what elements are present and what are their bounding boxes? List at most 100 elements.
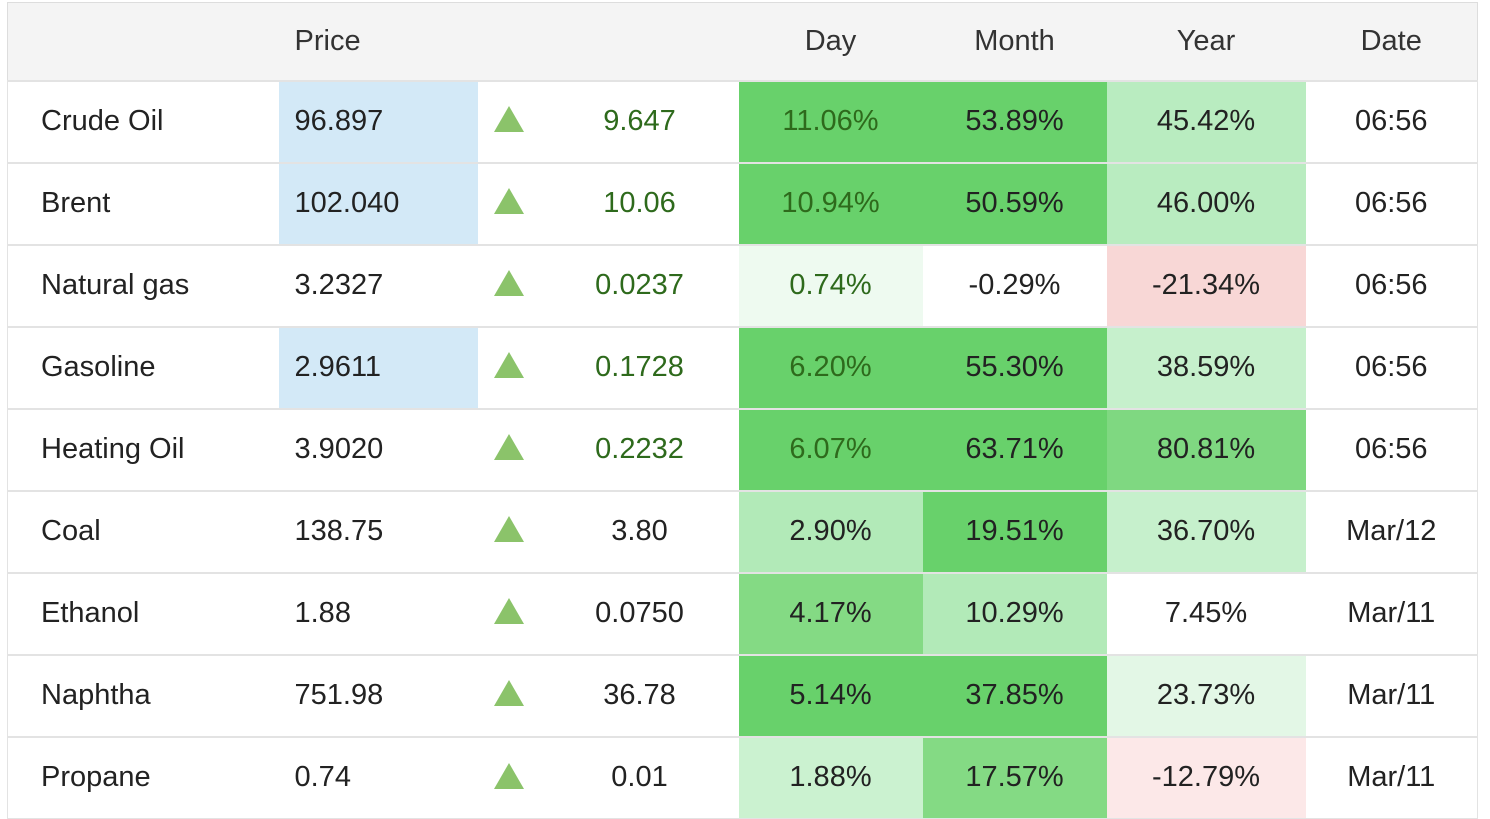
change-direction-cell xyxy=(477,407,541,491)
price-cell: 1.88 xyxy=(278,571,478,655)
price-cell: 3.9020 xyxy=(278,407,478,491)
change-cell: 10.06 xyxy=(540,161,739,245)
month-percent-cell: 37.85% xyxy=(922,653,1107,737)
price-cell: 0.74 xyxy=(278,735,478,819)
day-percent-cell: 5.14% xyxy=(738,653,923,737)
table-row[interactable]: Naphtha 751.98 36.78 5.14% 37.85% 23.73% Mar/1… xyxy=(7,653,1478,737)
table-row[interactable]: Heating Oil 3.9020 0.2232 6.07% 63.71% 80.81%… xyxy=(7,407,1478,491)
change-direction-cell xyxy=(477,489,541,573)
change-cell: 0.2232 xyxy=(540,407,739,491)
arrow-up-icon xyxy=(493,352,524,379)
arrow-up-icon xyxy=(493,434,524,461)
change-direction-cell xyxy=(477,653,541,737)
header-name[interactable] xyxy=(7,2,279,81)
commodity-name-link[interactable]: Coal xyxy=(7,489,279,573)
price-cell: 2.9611 xyxy=(278,325,478,409)
year-percent-cell: 46.00% xyxy=(1106,161,1306,245)
year-percent-cell: 36.70% xyxy=(1106,489,1306,573)
change-direction-cell xyxy=(477,243,541,327)
year-percent-cell: 38.59% xyxy=(1106,325,1306,409)
year-percent-cell: 23.73% xyxy=(1106,653,1306,737)
commodities-table: Price Day Month Year Date Crude Oil 96.89… xyxy=(7,2,1478,819)
table-row[interactable]: Crude Oil 96.897 9.647 11.06% 53.89% 45.42% 06… xyxy=(7,79,1478,163)
arrow-up-icon xyxy=(493,762,524,789)
price-cell: 751.98 xyxy=(278,653,478,737)
arrow-up-icon xyxy=(493,598,524,625)
date-cell: 06:56 xyxy=(1305,243,1478,327)
change-cell: 0.0237 xyxy=(540,243,739,327)
day-percent-cell: 2.90% xyxy=(738,489,923,573)
header-change[interactable] xyxy=(540,2,739,81)
change-direction-cell xyxy=(477,79,541,163)
arrow-up-icon xyxy=(493,106,524,133)
month-percent-cell: 17.57% xyxy=(922,735,1107,819)
change-direction-cell xyxy=(477,161,541,245)
date-cell: 06:56 xyxy=(1305,79,1478,163)
table-header: Price Day Month Year Date xyxy=(7,2,1478,81)
table-body: Crude Oil 96.897 9.647 11.06% 53.89% 45.42% 06… xyxy=(7,79,1478,819)
commodity-name-link[interactable]: Heating Oil xyxy=(7,407,279,491)
price-cell: 138.75 xyxy=(278,489,478,573)
price-cell: 96.897 xyxy=(278,79,478,163)
header-price[interactable]: Price xyxy=(278,2,478,81)
date-cell: Mar/11 xyxy=(1305,735,1478,819)
commodity-name-link[interactable]: Natural gas xyxy=(7,243,279,327)
year-percent-cell: -21.34% xyxy=(1106,243,1306,327)
year-percent-cell: 80.81% xyxy=(1106,407,1306,491)
day-percent-cell: 4.17% xyxy=(738,571,923,655)
day-percent-cell: 0.74% xyxy=(738,243,923,327)
date-cell: Mar/11 xyxy=(1305,653,1478,737)
header-year[interactable]: Year xyxy=(1106,2,1306,81)
day-percent-cell: 6.20% xyxy=(738,325,923,409)
arrow-up-icon xyxy=(493,680,524,707)
date-cell: Mar/11 xyxy=(1305,571,1478,655)
header-date[interactable]: Date xyxy=(1305,2,1478,81)
month-percent-cell: 53.89% xyxy=(922,79,1107,163)
date-cell: 06:56 xyxy=(1305,407,1478,491)
table-row[interactable]: Coal 138.75 3.80 2.90% 19.51% 36.70% Mar/12 xyxy=(7,489,1478,573)
year-percent-cell: -12.79% xyxy=(1106,735,1306,819)
month-percent-cell: 19.51% xyxy=(922,489,1107,573)
table-row[interactable]: Natural gas 3.2327 0.0237 0.74% -0.29% -21.34… xyxy=(7,243,1478,327)
day-percent-cell: 1.88% xyxy=(738,735,923,819)
month-percent-cell: -0.29% xyxy=(922,243,1107,327)
commodity-name-link[interactable]: Brent xyxy=(7,161,279,245)
month-percent-cell: 10.29% xyxy=(922,571,1107,655)
month-percent-cell: 55.30% xyxy=(922,325,1107,409)
change-cell: 0.01 xyxy=(540,735,739,819)
header-month[interactable]: Month xyxy=(922,2,1107,81)
change-cell: 0.0750 xyxy=(540,571,739,655)
table-row[interactable]: Brent 102.040 10.06 10.94% 50.59% 46.00% 06:56 xyxy=(7,161,1478,245)
date-cell: Mar/12 xyxy=(1305,489,1478,573)
commodity-name-link[interactable]: Propane xyxy=(7,735,279,819)
arrow-up-icon xyxy=(493,516,524,543)
day-percent-cell: 11.06% xyxy=(738,79,923,163)
date-cell: 06:56 xyxy=(1305,325,1478,409)
header-row: Price Day Month Year Date xyxy=(7,2,1478,81)
commodities-table-container: Price Day Month Year Date Crude Oil 96.89… xyxy=(7,2,1478,819)
commodity-name-link[interactable]: Gasoline xyxy=(7,325,279,409)
arrow-up-icon xyxy=(493,188,524,215)
change-direction-cell xyxy=(477,325,541,409)
commodity-name-link[interactable]: Crude Oil xyxy=(7,79,279,163)
commodity-name-link[interactable]: Ethanol xyxy=(7,571,279,655)
table-row[interactable]: Ethanol 1.88 0.0750 4.17% 10.29% 7.45% Mar/11 xyxy=(7,571,1478,655)
table-row[interactable]: Propane 0.74 0.01 1.88% 17.57% -12.79% Mar/11 xyxy=(7,735,1478,819)
commodity-name-link[interactable]: Naphtha xyxy=(7,653,279,737)
year-percent-cell: 45.42% xyxy=(1106,79,1306,163)
price-cell: 3.2327 xyxy=(278,243,478,327)
change-direction-cell xyxy=(477,571,541,655)
header-arrow xyxy=(477,2,541,81)
day-percent-cell: 6.07% xyxy=(738,407,923,491)
table-row[interactable]: Gasoline 2.9611 0.1728 6.20% 55.30% 38.59% 06:… xyxy=(7,325,1478,409)
change-cell: 3.80 xyxy=(540,489,739,573)
header-day[interactable]: Day xyxy=(738,2,923,81)
month-percent-cell: 50.59% xyxy=(922,161,1107,245)
change-cell: 0.1728 xyxy=(540,325,739,409)
change-direction-cell xyxy=(477,735,541,819)
change-cell: 9.647 xyxy=(540,79,739,163)
change-cell: 36.78 xyxy=(540,653,739,737)
year-percent-cell: 7.45% xyxy=(1106,571,1306,655)
arrow-up-icon xyxy=(493,270,524,297)
date-cell: 06:56 xyxy=(1305,161,1478,245)
